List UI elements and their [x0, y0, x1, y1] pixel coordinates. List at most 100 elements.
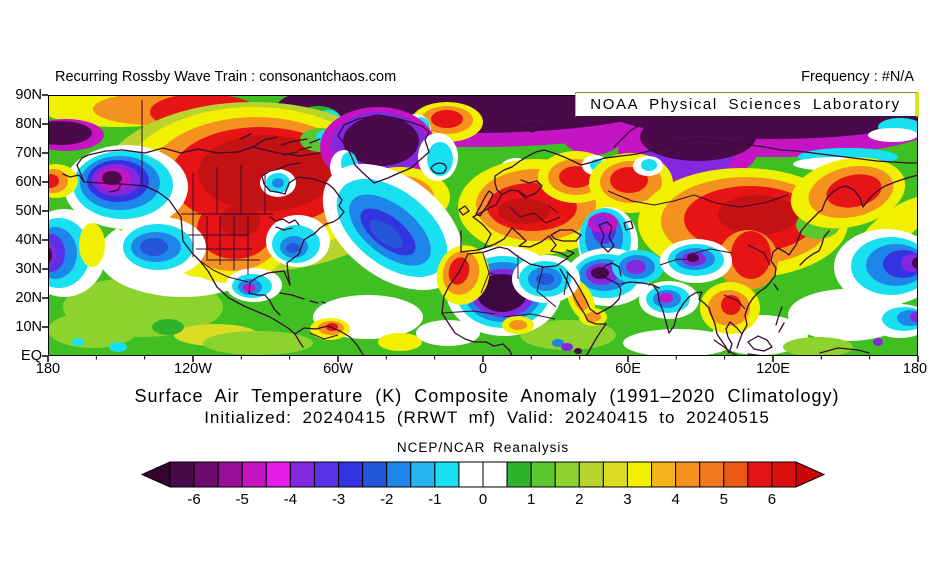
- lon-label-60E-4: 60E: [615, 361, 641, 377]
- anomaly-blob: [498, 198, 550, 224]
- colorbar-segment: [699, 461, 725, 488]
- anomaly-blob: [102, 171, 122, 185]
- anomaly-blob: [272, 178, 284, 188]
- colorbar-segment: [289, 461, 315, 488]
- coastline: [799, 230, 830, 266]
- anomaly-blob: [731, 231, 771, 279]
- coastline: [269, 216, 300, 231]
- colorbar-segment: [338, 461, 364, 488]
- lat-label-20N: 20N: [15, 290, 42, 306]
- coastline: [337, 114, 430, 184]
- political-border: [192, 165, 266, 214]
- colorbar-segment: [626, 461, 653, 488]
- lat-label-10N: 10N: [15, 319, 42, 335]
- anomaly-blob: [286, 243, 300, 253]
- anomaly-blob: [559, 166, 593, 188]
- colorbar-tick-label-5: 5: [720, 491, 728, 508]
- political-border: [607, 190, 789, 266]
- header-source-text: Recurring Rossby Wave Train : consonantc…: [55, 69, 397, 85]
- anomaly-blob: [520, 320, 616, 350]
- coastline: [550, 221, 615, 253]
- colorbar-segment: [771, 461, 797, 488]
- lat-label-80N: 80N: [15, 116, 42, 132]
- colorbar-tick-label-0: 0: [479, 491, 487, 508]
- political-border: [723, 294, 746, 310]
- coastline: [566, 262, 622, 315]
- political-border: [441, 252, 569, 320]
- colorbar-segment: [193, 461, 219, 488]
- colorbar-segment: [217, 461, 243, 488]
- anomaly-blob: [48, 121, 92, 145]
- coastline: [239, 133, 321, 156]
- anomaly-blob: [626, 260, 646, 274]
- lon-label-180-0: 180: [35, 361, 61, 377]
- anomaly-blob: [48, 174, 59, 188]
- banner-label: NOAA Physical Sciences Laboratory: [590, 96, 901, 113]
- coastline: [559, 268, 607, 356]
- coastline: [819, 347, 870, 354]
- anomaly-blob: [910, 312, 918, 322]
- coastline: [502, 179, 543, 198]
- anomaly-blob: [572, 287, 588, 313]
- coastline: [821, 174, 918, 211]
- coastline: [620, 281, 660, 289]
- coastline: [725, 209, 823, 354]
- colorbar-right-arrow: [795, 461, 826, 488]
- colorbar-segment: [169, 461, 195, 488]
- anomaly-blob: [901, 254, 918, 272]
- colorbar-segment: [578, 461, 604, 488]
- anomaly-blob: [48, 312, 138, 348]
- colorbar-segment: [434, 461, 460, 488]
- lat-label-70N: 70N: [15, 145, 42, 161]
- colorbar-tick-label--3: -3: [332, 491, 345, 508]
- map-frame: [48, 95, 918, 356]
- lat-label-90N: 90N: [15, 87, 42, 103]
- colorbar-segment: [482, 461, 508, 488]
- lon-label-180-6: 180: [902, 361, 928, 377]
- colorbar-segment: [723, 461, 749, 488]
- colorbar-segment: [554, 461, 580, 488]
- political-border: [199, 260, 249, 283]
- anomaly-blob: [659, 293, 673, 303]
- anomaly-blob: [868, 128, 918, 142]
- colorbar-tick-label-1: 1: [527, 491, 535, 508]
- colorbar-tick-label--1: -1: [428, 491, 441, 508]
- anomaly-blob: [873, 338, 883, 346]
- lon-label-120E-5: 120E: [756, 361, 790, 377]
- anomaly-blob: [561, 343, 573, 351]
- colorbar-title: NCEP/NCAR Reanalysis: [396, 440, 570, 455]
- lat-label-30N: 30N: [15, 261, 42, 277]
- colorbar-segment: [410, 461, 436, 488]
- coastline: [521, 123, 545, 133]
- colorbar-segment: [747, 461, 773, 488]
- colorbar-segment: [675, 461, 701, 488]
- coastline: [430, 162, 447, 175]
- colorbar-segment: [241, 461, 267, 488]
- anomaly-blob: [220, 205, 260, 237]
- colorbar-left-arrow: [140, 461, 171, 488]
- coastline: [441, 253, 513, 356]
- political-border: [509, 190, 561, 224]
- political-border: [309, 332, 339, 340]
- coastline: [286, 183, 345, 286]
- colorbar-segment: [602, 461, 628, 488]
- anomaly-blob: [641, 159, 657, 171]
- coastline: [652, 284, 730, 354]
- anomaly-blob: [509, 320, 527, 330]
- lon-label-60W-2: 60W: [323, 361, 353, 377]
- coastline: [458, 190, 494, 217]
- anomaly-blob: [431, 110, 463, 128]
- colorbar-tick-label--2: -2: [380, 491, 393, 508]
- colorbar-tick-label-3: 3: [623, 491, 631, 508]
- anomaly-blob: [378, 333, 422, 351]
- lon-label-120W-1: 120W: [174, 361, 212, 377]
- colorbar-tick-label--6: -6: [187, 491, 200, 508]
- lat-label-60N: 60N: [15, 174, 42, 190]
- colorbar-tick-label-6: 6: [768, 491, 776, 508]
- anomaly-blob: [109, 342, 127, 352]
- coastline: [62, 173, 122, 193]
- anomaly-blob: [152, 319, 184, 335]
- chart-title: Surface Air Temperature (K) Composite An…: [134, 386, 840, 406]
- coastline: [483, 227, 575, 258]
